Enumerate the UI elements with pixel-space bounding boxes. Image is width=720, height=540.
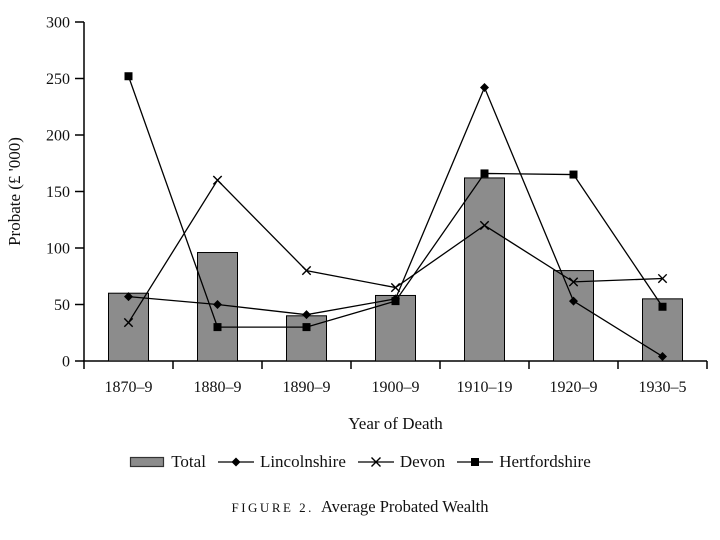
y-tick-label: 300 [46,15,70,32]
square-marker [658,302,667,311]
x-tick-label: 1900–9 [372,379,420,396]
square-marker [302,323,311,332]
bar-swatch-icon [130,456,165,468]
bar [375,294,416,362]
series-devon [123,175,668,328]
legend-item-total: Total [129,452,206,472]
chart-canvas: 0 50 100 150 200 250 300 1870–9 1880–9 1890–9 1900… [5,15,708,433]
y-tick-label: 150 [46,184,70,201]
x-tick-label: 1870–9 [105,379,153,396]
bar [553,270,594,362]
diamond-marker [124,292,133,302]
figure-caption: FIGURE 2. Average Probated Wealth [0,497,720,517]
diamond-marker [480,83,489,93]
y-tick-label: 200 [46,128,70,145]
diamond-marker [658,351,667,361]
diamond-marker-icon [217,457,254,467]
caption-title: Average Probated Wealth [320,497,489,516]
diamond-marker [302,310,311,320]
x-marker [479,220,490,231]
caption-label: FIGURE 2. [231,500,314,515]
square-marker [569,170,578,179]
diamond-marker [569,296,578,306]
square-marker [213,323,222,332]
y-tick-label: 50 [54,297,70,314]
bar [464,177,505,362]
chart-legend: Total Lincolnshire Devon Hertfordshire [0,452,720,472]
x-tick-label: 1880–9 [194,379,242,396]
square-marker [391,297,400,306]
x-marker [390,282,401,293]
x-tick-label: 1930–5 [639,379,687,396]
bars-total [108,177,683,362]
x-marker [568,277,579,287]
square-marker [480,169,489,178]
x-marker [657,273,668,284]
x-tick-label: 1920–9 [550,379,598,396]
y-axis-title: Probate (£ '000) [5,137,24,246]
legend-label-total: Total [171,452,206,471]
y-tick-label: 0 [62,354,70,371]
x-tick-label: 1890–9 [283,379,331,396]
x-marker-icon [357,457,394,467]
series-hertfordshire [124,72,667,332]
x-marker [123,317,134,328]
square-marker-icon [457,458,494,466]
axes: 0 50 100 150 200 250 300 1870–9 1880–9 1890–9 1900… [46,15,708,396]
y-tick-label: 100 [46,241,70,258]
legend-label-hertfordshire: Hertfordshire [499,452,591,471]
x-tick-label: 1910–19 [457,379,513,396]
bar [642,298,683,362]
x-marker [212,175,223,185]
legend-item-lincolnshire: Lincolnshire [217,452,346,472]
square-marker [124,72,133,81]
legend-label-lincolnshire: Lincolnshire [259,452,346,471]
y-tick-label: 250 [46,71,70,88]
bar [108,292,149,362]
legend-item-hertfordshire: Hertfordshire [456,452,591,472]
x-marker [301,265,312,276]
diamond-marker [213,300,222,309]
legend-label-devon: Devon [399,452,446,471]
legend-item-devon: Devon [357,452,445,472]
x-axis-title: Year of Death [348,414,443,433]
